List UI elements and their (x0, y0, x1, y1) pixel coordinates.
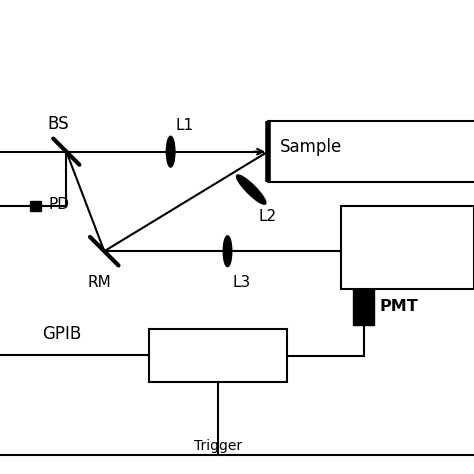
Text: PMT: PMT (379, 300, 418, 314)
Text: Sample: Sample (280, 138, 342, 156)
Text: RM: RM (88, 275, 111, 290)
Text: Mono: Mono (358, 226, 401, 241)
Text: chroma: chroma (358, 257, 419, 272)
Bar (341, 206, 474, 289)
Bar (30, 201, 41, 211)
Text: L3: L3 (232, 275, 251, 290)
Ellipse shape (237, 175, 266, 204)
Bar (149, 329, 287, 382)
Text: BS: BS (47, 115, 69, 133)
Text: Oscilloscope: Oscilloscope (175, 348, 261, 363)
Text: L1: L1 (175, 118, 193, 133)
Ellipse shape (223, 236, 232, 266)
Text: L2: L2 (258, 209, 276, 224)
Bar (353, 289, 374, 325)
Text: PD: PD (48, 197, 69, 212)
Text: Trigger: Trigger (194, 438, 242, 453)
Ellipse shape (166, 137, 175, 167)
Text: GPIB: GPIB (42, 325, 81, 343)
